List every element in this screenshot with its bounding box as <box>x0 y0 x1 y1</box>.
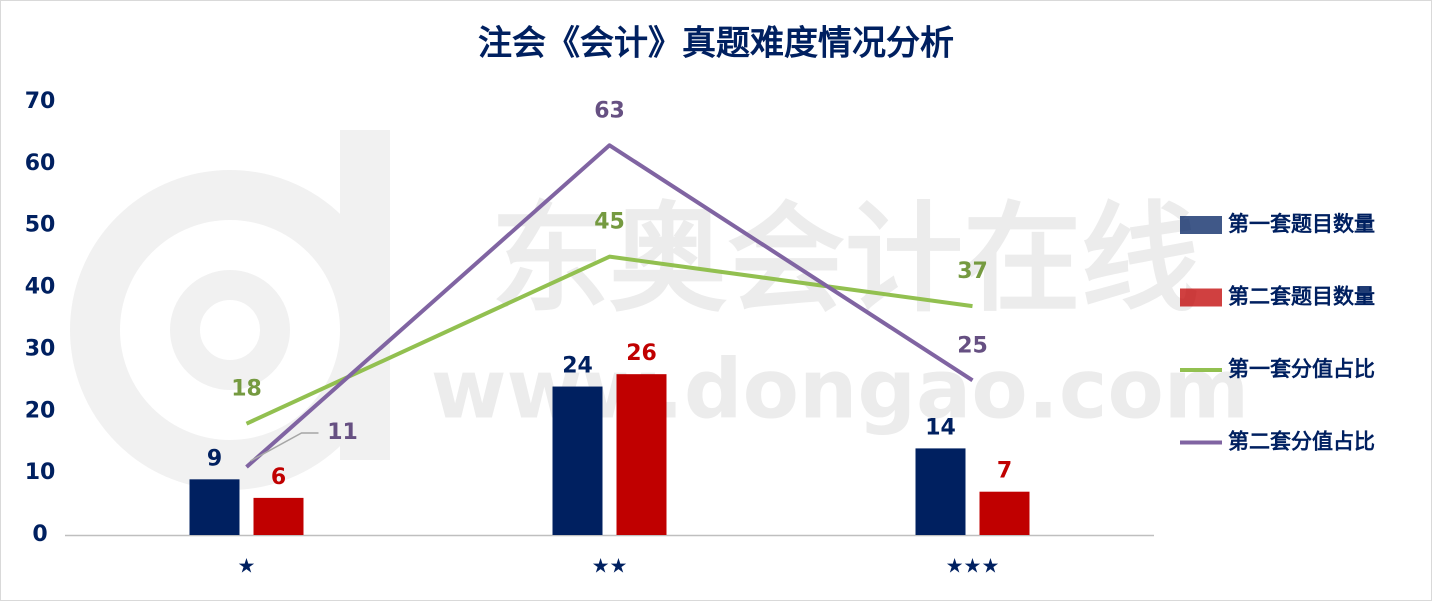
legend-label: 第二套分值占比 <box>1228 430 1375 454</box>
x-tick-label: ★★★ <box>946 554 1000 578</box>
bar <box>189 479 240 535</box>
y-tick-label: 20 <box>25 398 56 423</box>
data-label: 6 <box>271 465 286 490</box>
data-label: 14 <box>925 415 956 440</box>
data-label: 63 <box>594 98 625 123</box>
data-label: 11 <box>327 420 358 445</box>
x-tick-label: ★★ <box>592 554 628 578</box>
y-tick-label: 30 <box>25 336 56 361</box>
y-tick-label: 0 <box>32 522 47 547</box>
bar <box>552 386 603 535</box>
data-label: 24 <box>562 354 593 379</box>
x-tick-label: ★ <box>238 554 256 578</box>
data-label: 26 <box>626 341 657 366</box>
bar <box>616 374 667 535</box>
data-label: 45 <box>594 210 625 235</box>
chart-title: 注会《会计》真题难度情况分析 <box>478 24 954 64</box>
line <box>245 143 974 469</box>
y-tick-label: 60 <box>25 151 56 176</box>
leader-line <box>250 432 319 462</box>
legend-label: 第二套题目数量 <box>1228 285 1375 309</box>
legend-label: 第一套分值占比 <box>1228 357 1375 381</box>
data-label: 25 <box>957 333 988 358</box>
data-label: 7 <box>997 459 1012 484</box>
data-label: 37 <box>957 259 988 284</box>
line <box>245 254 973 426</box>
y-tick-label: 70 <box>25 89 56 114</box>
data-label: 18 <box>231 377 262 402</box>
bar <box>979 491 1030 535</box>
y-tick-label: 10 <box>25 460 56 485</box>
watermark-logo <box>70 130 390 490</box>
watermark-brand: 东奥会计在线 <box>491 190 1199 328</box>
bar <box>253 497 304 535</box>
legend-swatch <box>1180 216 1222 234</box>
legend-label: 第一套题目数量 <box>1228 212 1375 236</box>
legend-swatch <box>1180 288 1222 307</box>
y-tick-label: 40 <box>25 275 56 300</box>
bar <box>915 448 966 535</box>
y-tick-label: 50 <box>25 213 56 238</box>
data-label: 9 <box>207 446 222 471</box>
